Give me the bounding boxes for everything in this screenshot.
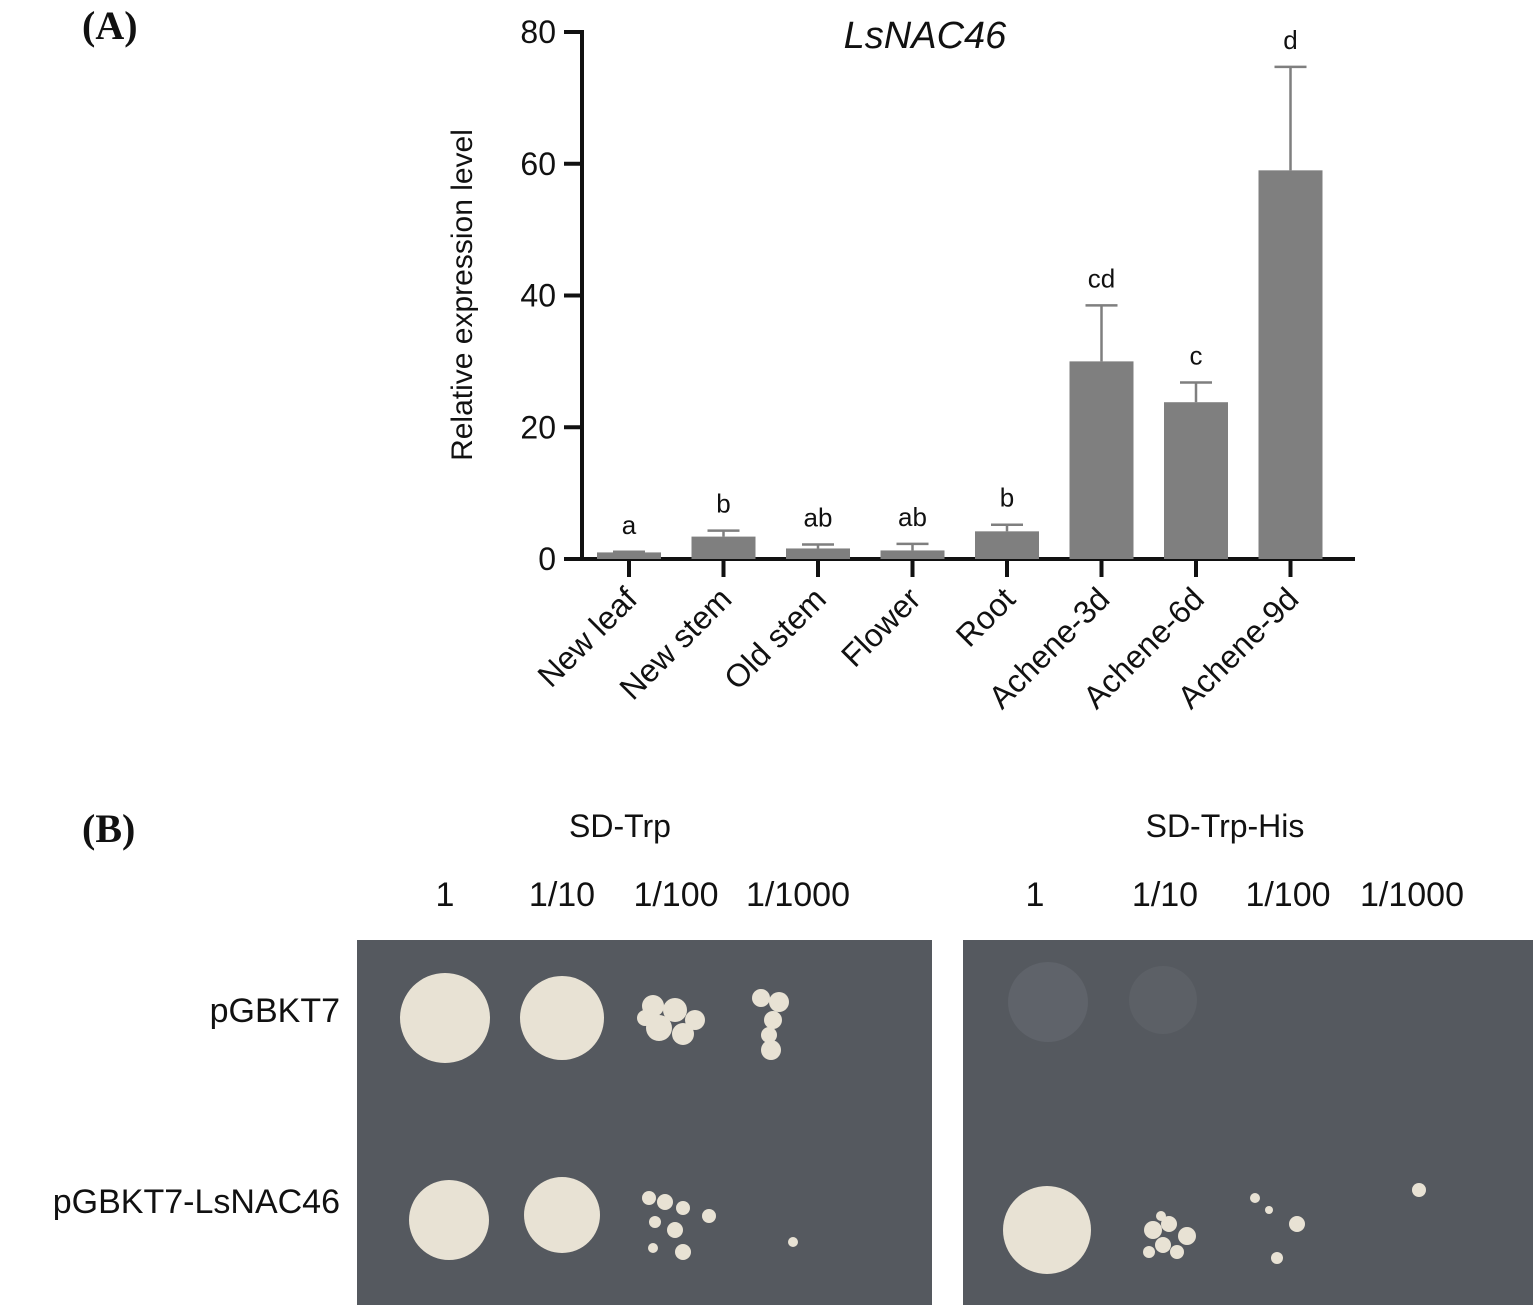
colony-spot <box>1144 1221 1162 1239</box>
dilution-label: 1 <box>1025 876 1045 914</box>
colony-spot <box>761 1040 781 1060</box>
x-tick-label: Flower <box>834 580 928 674</box>
colony-spot <box>764 1011 782 1029</box>
colony-spot <box>1289 1216 1305 1232</box>
bar <box>691 536 756 559</box>
x-tick-label: Root <box>949 580 1022 653</box>
colony-spots-sd-trp <box>400 973 798 1260</box>
colony-spot <box>672 1023 694 1045</box>
colony-spot <box>1412 1183 1426 1197</box>
colony-spot <box>648 1243 658 1253</box>
plate-sd-trp-his <box>963 940 1533 1305</box>
bar <box>1164 402 1228 559</box>
y-tick-label: 80 <box>520 14 556 50</box>
colony-spot <box>1178 1227 1196 1245</box>
colony-spot <box>1155 1237 1171 1253</box>
plate-title-sd-trp: SD-Trp <box>569 808 671 844</box>
row-label-pgbkt7: pGBKT7 <box>209 992 340 1030</box>
bar <box>880 550 945 559</box>
faint-spot <box>1008 962 1088 1042</box>
dilution-label: 1/1000 <box>746 876 850 914</box>
colony-spot <box>520 976 604 1060</box>
colony-spot <box>400 973 490 1063</box>
colony-spot <box>752 989 770 1007</box>
colony-spots-sd-trp-his <box>1003 962 1426 1274</box>
colony-spot <box>675 1244 691 1260</box>
significance-label: d <box>1283 25 1297 55</box>
chart-title: LsNAC46 <box>844 15 1007 57</box>
colony-spot <box>649 1216 661 1228</box>
significance-label: a <box>622 510 637 540</box>
significance-label: ab <box>804 503 833 533</box>
dilution-label: 1/1000 <box>1360 876 1464 914</box>
colony-spot <box>667 1222 683 1238</box>
colony-spot <box>769 992 789 1012</box>
dilution-label: 1/10 <box>1131 876 1199 914</box>
dilution-label: 1/100 <box>1245 876 1331 914</box>
colony-spot <box>1161 1216 1177 1232</box>
y-tick-label: 0 <box>538 541 556 577</box>
y-tick-label: 20 <box>520 409 556 445</box>
dilution-label: 1 <box>435 876 455 914</box>
significance-label: b <box>716 489 730 519</box>
colony-spot <box>1156 1211 1166 1221</box>
significance-label: cd <box>1088 263 1115 293</box>
faint-spot <box>1129 966 1197 1034</box>
colony-spot <box>1250 1193 1260 1203</box>
colony-spot <box>1170 1245 1184 1259</box>
bar <box>786 548 850 559</box>
colony-spot <box>663 998 687 1022</box>
y-axis-label: Relative expression level <box>446 129 479 461</box>
panel-a-label: (A) <box>82 3 138 48</box>
plate-sd-trp <box>357 940 932 1305</box>
bar <box>1069 361 1134 559</box>
plate-title-sd-trp-his: SD-Trp-His <box>1145 808 1305 844</box>
colony-spot <box>702 1209 716 1223</box>
colony-spot <box>637 1010 653 1026</box>
dilution-label: 1/10 <box>528 876 596 914</box>
colony-spot <box>409 1180 489 1260</box>
colony-spot <box>642 1191 656 1205</box>
significance-label: ab <box>898 502 927 532</box>
bar <box>975 531 1039 559</box>
dilution-label: 1/100 <box>633 876 719 914</box>
colony-spot <box>1271 1252 1283 1264</box>
colony-spot <box>676 1201 690 1215</box>
colony-spot <box>646 1015 672 1041</box>
colony-spot <box>524 1177 600 1253</box>
y-tick-label: 60 <box>520 146 556 182</box>
bar <box>1258 170 1323 559</box>
colony-spot <box>1143 1246 1155 1258</box>
x-tick-label: Old stem <box>717 580 833 696</box>
row-label-pgbkt7-lsnac46: pGBKT7-LsNAC46 <box>52 1183 340 1221</box>
bar-chart: LsNAC46 Relative expression level 0 20 40 6… <box>446 14 1355 715</box>
y-tick-label: 40 <box>520 278 556 314</box>
colony-spot <box>657 1194 673 1210</box>
colony-spot <box>1265 1206 1273 1214</box>
colony-spot <box>788 1237 798 1247</box>
panel-b-label: (B) <box>82 806 136 851</box>
significance-label: c <box>1190 340 1203 370</box>
bar <box>597 552 661 559</box>
colony-spot <box>1003 1186 1091 1274</box>
colony-spot <box>761 1027 777 1043</box>
significance-label: b <box>1000 483 1014 513</box>
colony-spot <box>685 1010 705 1030</box>
